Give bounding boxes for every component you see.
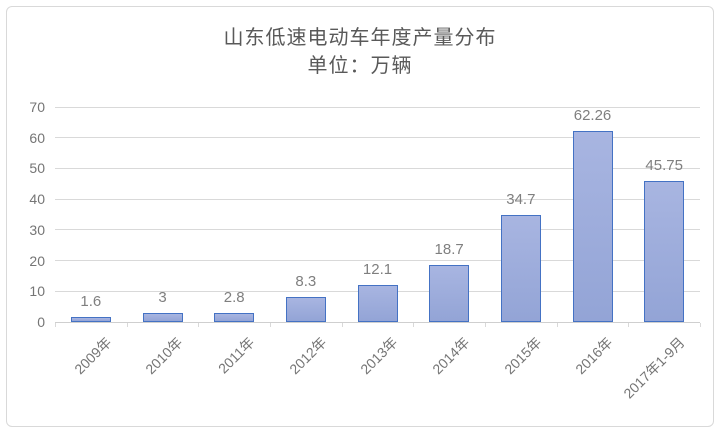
y-axis-tick-label: 30 bbox=[29, 221, 45, 238]
bar-value-label: 8.3 bbox=[295, 272, 317, 290]
gridline bbox=[55, 198, 700, 200]
y-axis-tick-label: 20 bbox=[29, 252, 45, 269]
y-axis-tick-label: 10 bbox=[29, 283, 45, 300]
chart-title: 山东低速电动车年度产量分布 bbox=[223, 27, 497, 49]
x-axis-tick bbox=[413, 323, 415, 327]
gridline bbox=[55, 229, 700, 231]
x-axis-tick bbox=[198, 323, 200, 327]
bar bbox=[214, 313, 255, 322]
y-axis-tick-label: 0 bbox=[37, 314, 45, 330]
x-axis-tick bbox=[270, 323, 271, 327]
bar bbox=[357, 284, 398, 322]
x-axis-tick bbox=[126, 323, 128, 327]
bar-value-label: 45.75 bbox=[645, 157, 683, 175]
gridline bbox=[55, 260, 700, 262]
x-axis-tick bbox=[556, 323, 558, 327]
bar bbox=[429, 264, 470, 322]
x-axis-tick bbox=[55, 323, 56, 327]
bar-value-label: 3 bbox=[158, 288, 167, 306]
bar-value-label: 34.7 bbox=[506, 191, 536, 209]
bar bbox=[285, 296, 326, 322]
y-axis-tick-label: 50 bbox=[29, 160, 45, 177]
gridline bbox=[55, 137, 700, 139]
title-block: 山东低速电动车年度产量分布 单位：万辆 bbox=[0, 24, 720, 80]
y-axis-tick-label: 60 bbox=[29, 129, 45, 146]
gridline bbox=[55, 106, 700, 108]
bar-value-label: 2.8 bbox=[223, 289, 245, 307]
bar-value-label: 1.6 bbox=[80, 293, 102, 311]
bar bbox=[70, 317, 111, 322]
bar-value-label: 18.7 bbox=[434, 240, 464, 258]
gridline bbox=[55, 167, 700, 169]
bar bbox=[500, 215, 541, 322]
x-axis-line bbox=[55, 321, 700, 323]
x-axis-tick bbox=[341, 323, 343, 327]
bar-value-label: 62.26 bbox=[573, 106, 612, 124]
bar bbox=[142, 312, 183, 322]
x-axis-tick bbox=[628, 323, 630, 327]
x-axis-tick bbox=[700, 323, 701, 327]
bar-value-label: 12.1 bbox=[362, 260, 393, 278]
bar bbox=[572, 130, 613, 322]
bar bbox=[644, 181, 685, 322]
x-axis-tick bbox=[485, 323, 486, 327]
y-axis-tick-label: 40 bbox=[29, 191, 45, 208]
chart-subtitle: 单位：万辆 bbox=[307, 55, 413, 77]
y-axis-tick-label: 70 bbox=[29, 99, 45, 115]
